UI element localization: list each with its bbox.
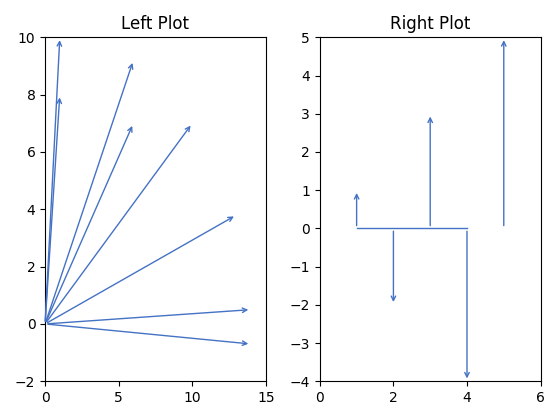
- Title: Right Plot: Right Plot: [390, 15, 470, 33]
- Title: Left Plot: Left Plot: [122, 15, 189, 33]
